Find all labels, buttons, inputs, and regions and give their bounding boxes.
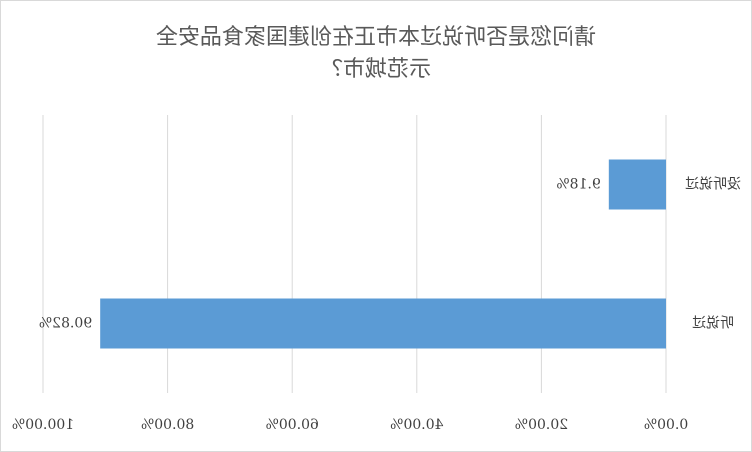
x-tick-label: 100.00% xyxy=(12,417,74,433)
x-tick-label: 60.00% xyxy=(266,417,319,433)
x-tick-label: 80.00% xyxy=(141,417,194,433)
chart-title: 请问您是否听说过本市正在创建国家食品安全 xyxy=(156,25,596,50)
value-label: 9.18% xyxy=(556,177,600,193)
x-tick-label: 20.00% xyxy=(515,417,568,433)
x-tick-label: 0.00% xyxy=(644,417,688,433)
x-tick-label: 40.00% xyxy=(390,417,443,433)
category-label: 听说过 xyxy=(692,316,734,332)
value-label: 90.82% xyxy=(39,316,92,332)
bar xyxy=(100,298,666,349)
chart-title: 示范城市？ xyxy=(321,57,431,82)
bar xyxy=(608,159,666,210)
category-label: 没听说过 xyxy=(685,177,741,193)
